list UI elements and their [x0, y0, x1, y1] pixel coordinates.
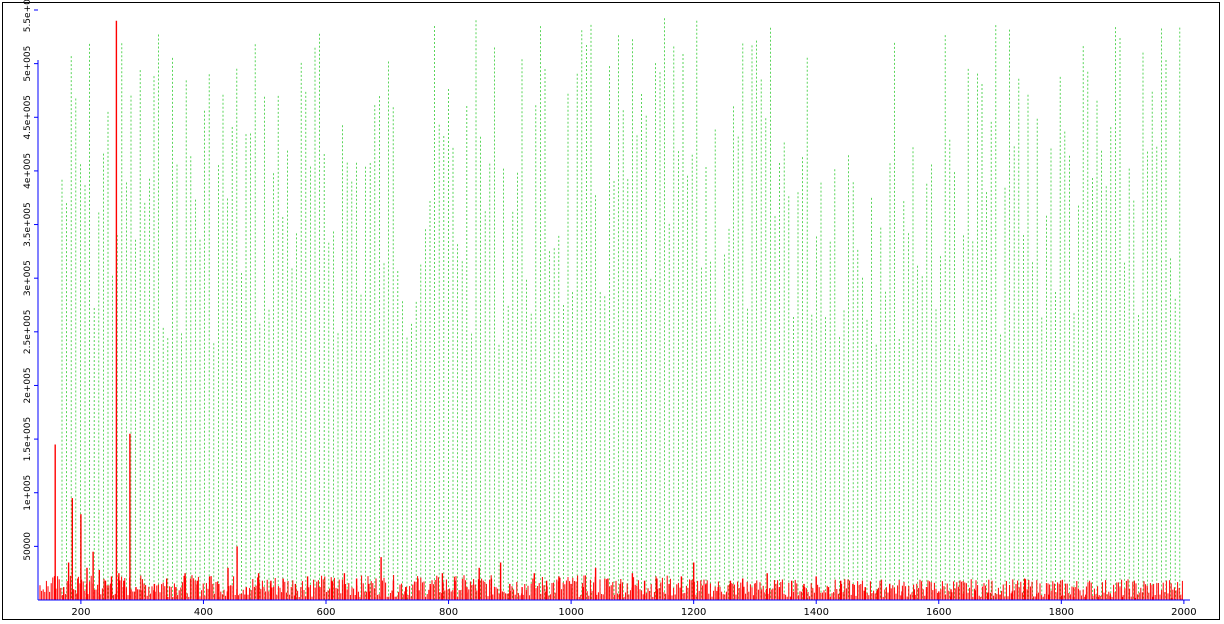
y-tick-label: 2e+005 [23, 367, 33, 403]
y-tick-label: 50000 [23, 532, 33, 561]
x-tick-layer: 200 400 600 800 1000 1200 1400 1600 1800 2000 [71, 600, 1197, 618]
x-tick-label: 1600 [926, 607, 951, 618]
x-tick-label: 200 [71, 607, 90, 618]
x-tick-label: 1400 [803, 607, 828, 618]
x-tick-label: 800 [439, 607, 458, 618]
y-tick-label: 3.5e+005 [23, 202, 33, 247]
peak-layer [39, 20, 1183, 600]
x-tick-label: 600 [316, 607, 335, 618]
y-tick-label: 4.5e+005 [23, 95, 33, 140]
axis-layer [37, 60, 1190, 601]
x-tick-label: 2000 [1171, 607, 1196, 618]
x-tick-label: 1200 [681, 607, 706, 618]
y-tick-label: 5.5e+005 [23, 0, 33, 32]
y-tick-label: 2.5e+005 [23, 310, 33, 355]
y-tick-label: 5e+005 [23, 46, 33, 82]
y-tick-label: 1.5e+005 [23, 417, 33, 462]
y-tick-label: 1e+005 [23, 475, 33, 511]
y-tick-layer: 50000 1e+005 1.5e+005 2e+005 2.5e+005 3e+005 3… [23, 0, 38, 561]
y-tick-label: 4e+005 [23, 153, 33, 189]
x-tick-label: 400 [194, 607, 213, 618]
y-tick-label: 3e+005 [23, 260, 33, 296]
x-tick-label: 1000 [558, 607, 583, 618]
x-tick-label: 1800 [1049, 607, 1074, 618]
fragment-annotation-layer [61, 18, 1181, 600]
